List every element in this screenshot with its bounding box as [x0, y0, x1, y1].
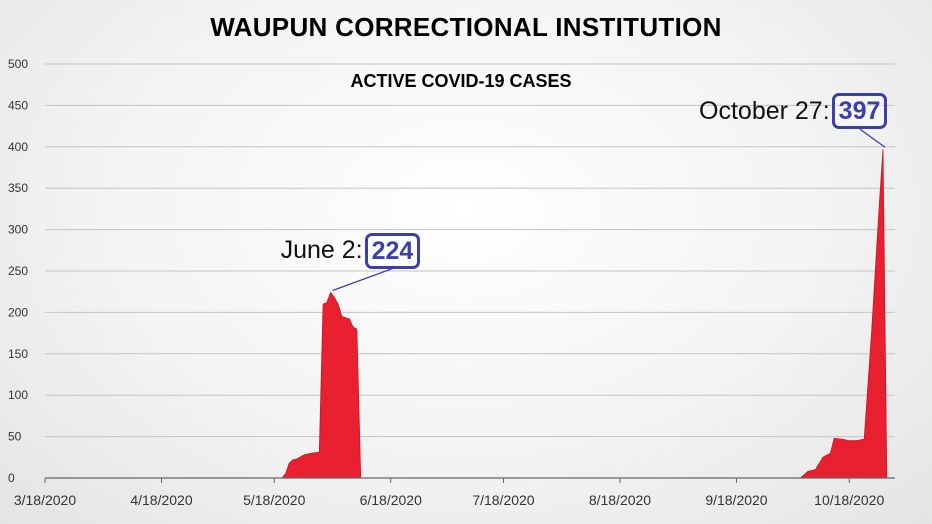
grid-lines: [45, 63, 895, 438]
y-tick-label: 500: [8, 57, 28, 71]
annotation-label: October 27:: [699, 96, 830, 125]
annotation-value: 224: [364, 232, 421, 269]
data-area: [45, 149, 888, 479]
x-tick-label: 4/18/2020: [130, 492, 192, 508]
series-area: [45, 149, 888, 479]
y-tick-label: 250: [8, 264, 28, 278]
x-tick-label: 6/18/2020: [360, 492, 422, 508]
y-tick-label: 350: [8, 181, 28, 195]
y-tick-label: 400: [8, 140, 28, 154]
y-tick-label: 300: [8, 223, 28, 237]
y-tick-label: 200: [8, 305, 28, 319]
chart-subtitle: ACTIVE COVID-19 CASES: [350, 71, 572, 91]
annotation-leader-line: [859, 128, 886, 148]
y-tick-label: 450: [8, 98, 28, 112]
chart-title: WAUPUN CORRECTIONAL INSTITUTION: [210, 12, 722, 42]
y-tick-label: 150: [8, 347, 28, 361]
annotation-label: June 2:: [280, 236, 363, 265]
x-tick-label: 9/18/2020: [705, 492, 767, 508]
annotation-october: October 27: 397: [699, 93, 888, 130]
x-tick-label: 8/18/2020: [589, 492, 651, 508]
x-tick-label: 10/18/2020: [814, 492, 884, 508]
x-axis-ticks: 3/18/2020 4/18/2020 5/18/2020 6/18/2020 7/18…: [14, 478, 884, 508]
y-tick-label: 0: [8, 471, 15, 485]
x-tick-label: 7/18/2020: [472, 492, 534, 508]
x-tick-label: 5/18/2020: [243, 492, 305, 508]
y-tick-label: 100: [8, 388, 28, 402]
y-tick-label: 50: [8, 430, 22, 444]
annotation-value: 397: [831, 93, 888, 130]
annotation-leaders: [332, 128, 886, 292]
annotation-june: June 2: 224: [280, 232, 421, 269]
x-tick-label: 3/18/2020: [14, 492, 76, 508]
annotation-leader-line: [332, 267, 393, 292]
y-axis-ticks: 0 50 100 150 200 250 300 350 400 450 500: [8, 57, 28, 485]
